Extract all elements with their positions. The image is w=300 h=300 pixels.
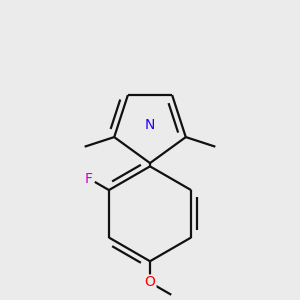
Text: F: F <box>85 172 93 186</box>
Text: N: N <box>145 118 155 133</box>
Text: O: O <box>145 275 155 290</box>
